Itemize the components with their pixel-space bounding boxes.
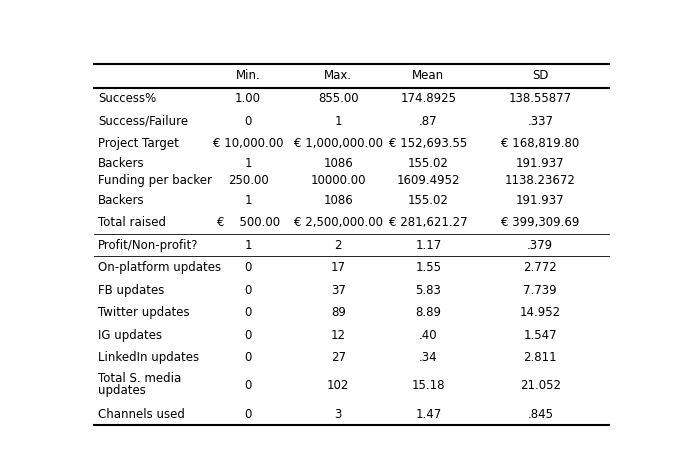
- Text: SD: SD: [532, 69, 549, 82]
- Text: Success/Failure: Success/Failure: [98, 115, 188, 128]
- Text: 138.55877: 138.55877: [509, 92, 572, 105]
- Text: 2.811: 2.811: [523, 351, 557, 364]
- Text: € 10,000.00: € 10,000.00: [213, 137, 284, 150]
- Text: € 281,621.27: € 281,621.27: [389, 216, 468, 229]
- Text: 1138.23672: 1138.23672: [505, 174, 576, 187]
- Text: € 399,309.69: € 399,309.69: [501, 216, 580, 229]
- Text: Project Target: Project Target: [98, 137, 179, 150]
- Text: .34: .34: [419, 351, 438, 364]
- Text: .845: .845: [527, 408, 553, 421]
- Text: .87: .87: [419, 115, 438, 128]
- Text: 12: 12: [331, 328, 346, 341]
- Text: € 1,000,000.00: € 1,000,000.00: [294, 137, 383, 150]
- Text: 0: 0: [245, 306, 252, 319]
- Text: Max.: Max.: [324, 69, 352, 82]
- Text: IG updates: IG updates: [98, 328, 162, 341]
- Text: 1.17: 1.17: [415, 239, 441, 252]
- Text: 0: 0: [245, 379, 252, 392]
- Text: 1.47: 1.47: [415, 408, 441, 421]
- Text: 0: 0: [245, 115, 252, 128]
- Text: Min.: Min.: [236, 69, 260, 82]
- Text: 0: 0: [245, 351, 252, 364]
- Text: 1: 1: [245, 157, 252, 170]
- Text: Backers: Backers: [98, 194, 145, 207]
- Text: 191.937: 191.937: [516, 194, 564, 207]
- Text: 5.83: 5.83: [415, 284, 441, 297]
- Text: Twitter updates: Twitter updates: [98, 306, 190, 319]
- Text: Mean: Mean: [412, 69, 445, 82]
- Text: 1.00: 1.00: [235, 92, 261, 105]
- Text: Profit/Non-profit?: Profit/Non-profit?: [98, 239, 199, 252]
- Text: 0: 0: [245, 328, 252, 341]
- Text: updates: updates: [98, 384, 146, 397]
- Text: € 2,500,000.00: € 2,500,000.00: [294, 216, 383, 229]
- Text: 1086: 1086: [323, 157, 353, 170]
- Text: 155.02: 155.02: [408, 194, 449, 207]
- Text: 21.052: 21.052: [520, 379, 561, 392]
- Text: € 152,693.55: € 152,693.55: [389, 137, 467, 150]
- Text: Backers: Backers: [98, 157, 145, 170]
- Text: 0: 0: [245, 408, 252, 421]
- Text: .40: .40: [419, 328, 438, 341]
- Text: 10000.00: 10000.00: [310, 174, 366, 187]
- Text: 1: 1: [245, 239, 252, 252]
- Text: €    500.00: € 500.00: [216, 216, 279, 229]
- Text: LinkedIn updates: LinkedIn updates: [98, 351, 199, 364]
- Text: .337: .337: [527, 115, 553, 128]
- Text: € 168,819.80: € 168,819.80: [501, 137, 580, 150]
- Text: 102: 102: [327, 379, 349, 392]
- Text: 0: 0: [245, 284, 252, 297]
- Text: 1.55: 1.55: [415, 261, 441, 274]
- Text: On-platform updates: On-platform updates: [98, 261, 221, 274]
- Text: Total S. media: Total S. media: [98, 372, 181, 385]
- Text: 17: 17: [331, 261, 346, 274]
- Text: 174.8925: 174.8925: [400, 92, 456, 105]
- Text: Total raised: Total raised: [98, 216, 166, 229]
- Text: 1609.4952: 1609.4952: [397, 174, 460, 187]
- Text: 15.18: 15.18: [412, 379, 445, 392]
- Text: 1: 1: [245, 194, 252, 207]
- Text: 89: 89: [331, 306, 346, 319]
- Text: Funding per backer: Funding per backer: [98, 174, 212, 187]
- Text: .379: .379: [527, 239, 553, 252]
- Text: 0: 0: [245, 261, 252, 274]
- Text: 3: 3: [334, 408, 342, 421]
- Text: 7.739: 7.739: [523, 284, 557, 297]
- Text: FB updates: FB updates: [98, 284, 164, 297]
- Text: 14.952: 14.952: [520, 306, 561, 319]
- Text: 250.00: 250.00: [227, 174, 269, 187]
- Text: Channels used: Channels used: [98, 408, 185, 421]
- Text: Success%: Success%: [98, 92, 156, 105]
- Text: 8.89: 8.89: [415, 306, 441, 319]
- Text: 1.547: 1.547: [523, 328, 557, 341]
- Text: 155.02: 155.02: [408, 157, 449, 170]
- Text: 1086: 1086: [323, 194, 353, 207]
- Text: 855.00: 855.00: [318, 92, 358, 105]
- Text: 37: 37: [331, 284, 346, 297]
- Text: 191.937: 191.937: [516, 157, 564, 170]
- Text: 27: 27: [331, 351, 346, 364]
- Text: 2: 2: [334, 239, 342, 252]
- Text: 1: 1: [334, 115, 342, 128]
- Text: 2.772: 2.772: [523, 261, 557, 274]
